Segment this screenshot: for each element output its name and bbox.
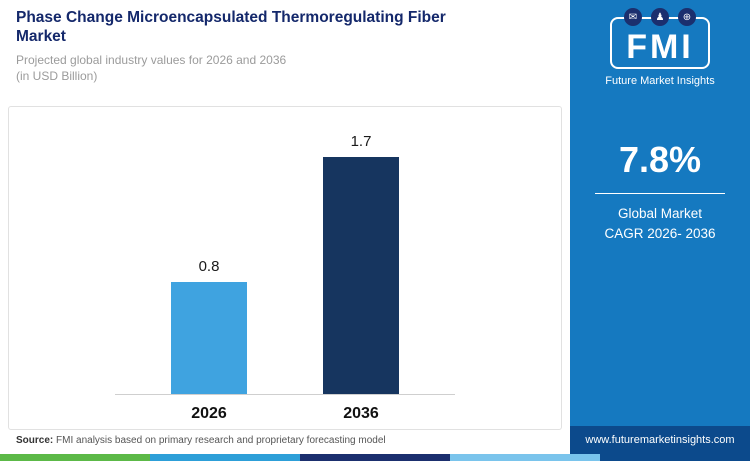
x-axis-label-2026: 2026 (191, 405, 227, 422)
stripe-segment (0, 454, 150, 461)
bar-chart: 0.8 1.7 2026 2036 (8, 106, 562, 430)
logo-icons: ✉ ♟ ⊕ (570, 8, 750, 26)
fmi-logo: ✉ ♟ ⊕ FMI Future Market Insights (570, 0, 750, 87)
bar-value-label: 0.8 (198, 258, 220, 276)
mail-icon: ✉ (624, 8, 642, 26)
logo-text: FMI (626, 28, 694, 66)
bottom-color-stripe (0, 454, 750, 461)
cagr-divider (595, 193, 725, 194)
bar-value-label: 1.7 (350, 132, 372, 150)
x-axis-label-2036: 2036 (343, 405, 379, 422)
stripe-segment (150, 454, 300, 461)
bar-group-2036: 1.7 (323, 115, 399, 394)
page-subtitle: Projected global industry values for 202… (16, 52, 287, 83)
header: Phase Change Microencapsulated Thermoreg… (0, 0, 570, 84)
globe-icon: ⊕ (678, 8, 696, 26)
logo-subtext: Future Market Insights (605, 75, 715, 87)
page-title: Phase Change Microencapsulated Thermoreg… (16, 9, 446, 46)
bar-2026 (171, 282, 247, 394)
cagr-value: 7.8% (618, 139, 702, 180)
stripe-segment (300, 454, 450, 461)
cagr-label: Global Market CAGR 2026- 2036 (604, 206, 716, 241)
logo-box: FMI (610, 17, 710, 69)
sidebar: ✉ ♟ ⊕ FMI Future Market Insights 7.8% Gl… (570, 0, 750, 461)
stripe-segment (450, 454, 600, 461)
stripe-segment (600, 454, 750, 461)
source-text: FMI analysis based on primary research a… (53, 435, 386, 446)
plot-area: 0.8 1.7 (115, 115, 455, 395)
source-note: Source: FMI analysis based on primary re… (16, 435, 556, 446)
bar-group-2026: 0.8 (171, 115, 247, 394)
source-label: Source: (16, 435, 54, 446)
person-icon: ♟ (651, 8, 669, 26)
x-axis-labels: 2026 2036 (115, 405, 455, 423)
bar-2036 (323, 156, 399, 394)
website-link[interactable]: www.futuremarketinsights.com (570, 426, 750, 454)
